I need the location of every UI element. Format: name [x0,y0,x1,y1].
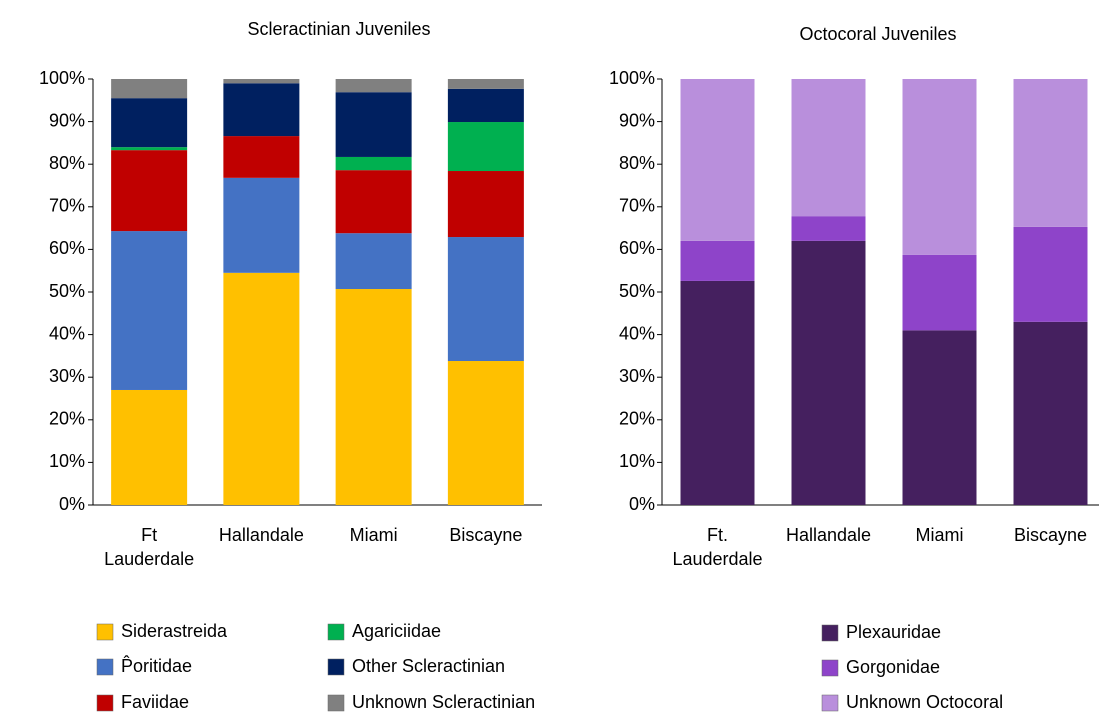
x-tick-label: Biscayne [449,525,523,545]
bar-segment [111,231,188,390]
bar-segment [335,79,412,93]
bar-segment [111,150,188,232]
y-tick-label: 100% [609,68,655,88]
y-tick-label: 80% [49,153,85,173]
bar-segment [223,272,300,505]
legend-label: Gorgonidae [846,657,940,677]
bar-segment [111,389,188,505]
bar-segment [447,237,524,362]
y-tick-label: 0% [59,494,85,514]
y-tick-label: 40% [619,323,655,343]
bar-segment [1013,321,1088,505]
y-tick-label: 80% [619,153,655,173]
bar-segment [335,92,412,157]
bar-segment [902,79,977,255]
y-tick-label: 60% [619,238,655,258]
legend-swatch [327,623,345,641]
x-tick-label: Miami [915,525,964,545]
y-tick-label: 20% [619,409,655,429]
bar-segment [1013,79,1088,227]
bar-segment [791,79,866,217]
legend-label: Unknown Scleractinian [352,692,535,712]
bar-segment [680,240,755,281]
x-tick-label: Biscayne [1013,525,1088,545]
legend-label: Faviidae [121,692,189,712]
legend-label: Unknown Octocoral [846,692,1003,712]
x-tick-label: Miami [349,525,398,545]
bar-segment [680,79,755,241]
y-tick-label: 60% [49,238,85,258]
x-tick-label: Ft. Lauderdale [672,525,763,569]
bar-segment [223,79,300,84]
bar-segment [447,122,524,172]
y-tick-label: 50% [49,281,85,301]
bar-segment [447,171,524,238]
bar-segment [111,147,188,151]
legend-swatch [821,659,839,677]
legend-label: Other Scleractinian [352,656,505,676]
y-tick-label: 20% [49,409,85,429]
bar-segment [111,98,188,148]
y-tick-label: 70% [49,196,85,216]
bar-segment [335,233,412,290]
bar-segment [223,136,300,178]
legend-swatch [96,658,114,676]
chart-title: Scleractinian Juveniles [247,19,430,39]
bar-segment [111,79,188,99]
bar-segment [223,177,300,273]
bar-segment [902,330,977,505]
bar-segment [680,280,755,505]
legend-label: Plexauridae [846,622,941,642]
bar-segment [447,361,524,505]
y-tick-label: 30% [619,366,655,386]
x-tick-label: Hallandale [218,525,304,545]
y-tick-label: 90% [619,110,655,130]
legend-swatch [96,694,114,712]
chart-title: Octocoral Juveniles [799,24,956,44]
bar-segment [902,254,977,331]
y-tick-label: 100% [39,68,85,88]
legend-label: Agariciidae [352,621,441,641]
y-tick-label: 50% [619,281,655,301]
bar-segment [791,216,866,241]
legend-swatch [327,658,345,676]
legend-label: P̂oritidae [121,655,192,676]
bar-segment [335,156,412,171]
x-tick-label: Ft Lauderdale [104,525,195,569]
bar-segment [223,83,300,137]
bar-segment [447,88,524,123]
legend-swatch [821,694,839,712]
y-tick-label: 70% [619,196,655,216]
y-tick-label: 40% [49,323,85,343]
y-tick-label: 30% [49,366,85,386]
bar-segment [791,240,866,505]
y-tick-label: 90% [49,110,85,130]
y-tick-label: 10% [49,451,85,471]
y-tick-label: 0% [629,494,655,514]
y-tick-label: 10% [619,451,655,471]
bar-segment [335,289,412,505]
bar-segment [1013,226,1088,322]
legend-swatch [327,694,345,712]
legend-swatch [821,624,839,642]
bar-segment [447,79,524,89]
bar-segment [335,170,412,234]
legend-label: Siderastreida [121,621,228,641]
legend-swatch [96,623,114,641]
x-tick-label: Hallandale [785,525,872,545]
